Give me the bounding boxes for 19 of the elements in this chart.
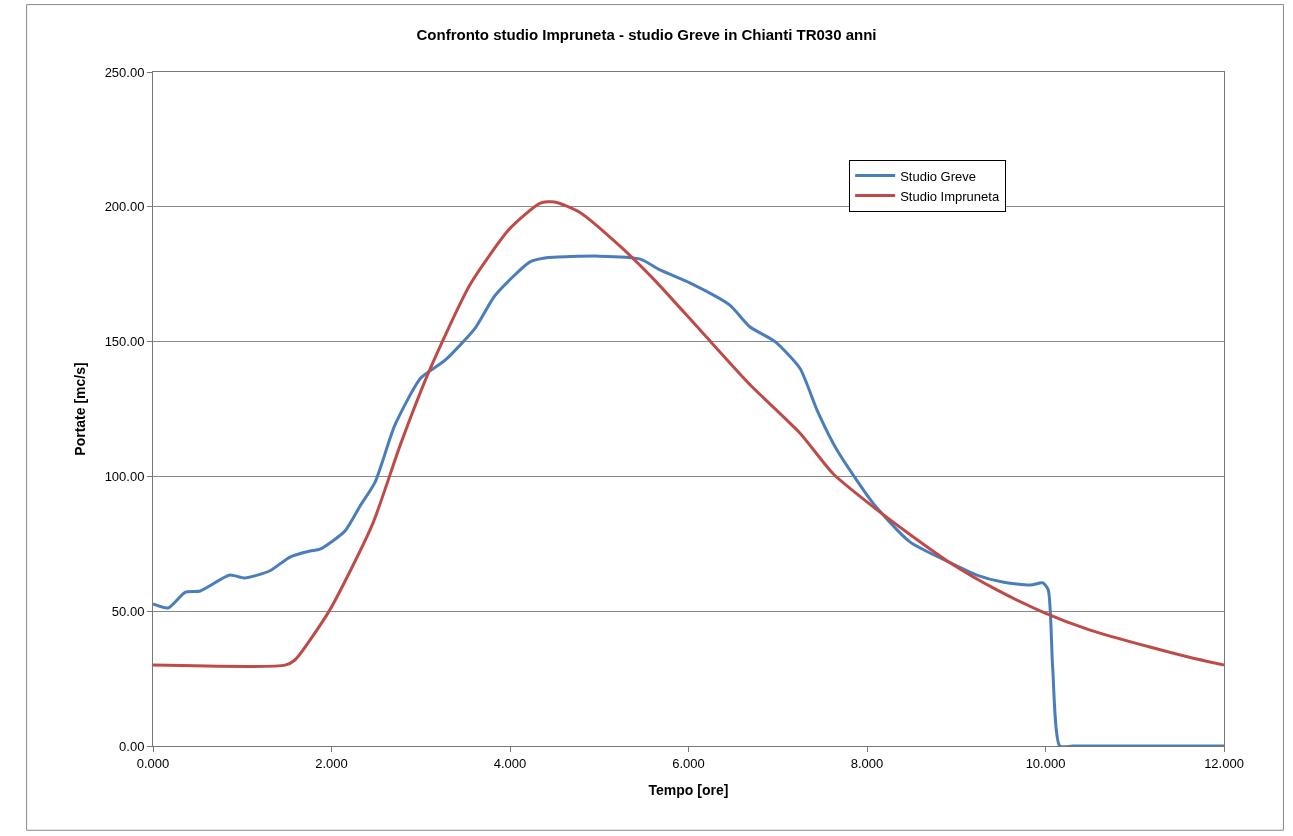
x-tick-label: 8.000 [850, 755, 884, 771]
legend-label: Studio Impruneta [900, 188, 1000, 204]
line-series [153, 254, 1224, 746]
x-tick-label: 12.000 [1204, 755, 1244, 771]
chart-title: Confronto studio Impruneta - studio Greve in Chianti TR030 anni [416, 25, 877, 43]
x-tick-label: 4.000 [493, 755, 527, 771]
x-tick-label: 2.000 [315, 755, 348, 771]
x-tick-label: 10.000 [1025, 755, 1066, 771]
y-tick-label: 150.00 [104, 334, 145, 350]
x-tick-label: 0.000 [136, 755, 170, 771]
y-tick-label: 200.00 [104, 199, 145, 215]
y-axis-title: Portate [mc/s] [72, 362, 89, 456]
y-tick-label: 50.00 [111, 603, 145, 619]
x-axis-title: Tempo [ore] [648, 781, 729, 798]
y-tick-label: 250.00 [104, 64, 145, 80]
legend-label: Studio Greve [900, 168, 977, 184]
y-tick-label: 0.00 [119, 738, 145, 754]
x-tick-label: 6.000 [672, 755, 705, 771]
y-tick-label: 100.00 [104, 468, 145, 484]
